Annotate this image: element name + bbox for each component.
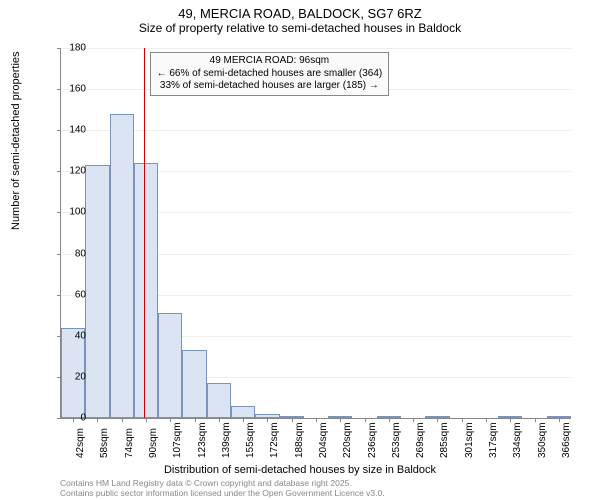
x-tick-label: 366sqm — [561, 422, 572, 458]
property-size-chart: 49, MERCIA ROAD, BALDOCK, SG7 6RZ Size o… — [0, 0, 600, 500]
chart-title: 49, MERCIA ROAD, BALDOCK, SG7 6RZ — [0, 0, 600, 21]
x-tick-label: 90sqm — [148, 428, 159, 458]
x-tick-mark — [292, 418, 293, 422]
gridline — [61, 130, 571, 131]
y-tick-label: 60 — [56, 289, 86, 300]
y-tick-label: 180 — [56, 43, 86, 54]
x-tick-label: 107sqm — [172, 422, 183, 458]
y-tick-label: 20 — [56, 371, 86, 382]
x-tick-mark — [195, 418, 196, 422]
x-tick-label: 155sqm — [245, 422, 256, 458]
callout-line-2: 33% of semi-detached houses are larger (… — [157, 80, 383, 93]
callout-line-1: ← 66% of semi-detached houses are smalle… — [157, 68, 383, 81]
chart-footer: Contains HM Land Registry data © Crown c… — [60, 478, 385, 498]
gridline — [61, 48, 571, 49]
y-tick-label: 80 — [56, 248, 86, 259]
x-tick-label: 58sqm — [99, 428, 110, 458]
marker-line — [144, 48, 145, 418]
x-tick-mark — [97, 418, 98, 422]
x-tick-label: 188sqm — [294, 422, 305, 458]
callout-title: 49 MERCIA ROAD: 96sqm — [157, 55, 383, 68]
histogram-bar — [134, 163, 158, 418]
x-tick-mark — [413, 418, 414, 422]
histogram-bar — [231, 406, 255, 418]
x-tick-mark — [365, 418, 366, 422]
marker-callout: 49 MERCIA ROAD: 96sqm← 66% of semi-detac… — [150, 52, 390, 96]
x-tick-mark — [462, 418, 463, 422]
x-tick-label: 350sqm — [537, 422, 548, 458]
histogram-bar — [158, 313, 182, 418]
x-tick-mark — [219, 418, 220, 422]
y-tick-label: 100 — [56, 207, 86, 218]
x-axis-label: Distribution of semi-detached houses by … — [0, 464, 600, 476]
x-tick-mark — [316, 418, 317, 422]
x-tick-label: 236sqm — [367, 422, 378, 458]
y-tick-label: 0 — [56, 413, 86, 424]
y-tick-label: 120 — [56, 166, 86, 177]
histogram-bar — [182, 350, 206, 418]
x-tick-mark — [437, 418, 438, 422]
x-tick-mark — [535, 418, 536, 422]
x-tick-label: 220sqm — [342, 422, 353, 458]
x-tick-label: 317sqm — [488, 422, 499, 458]
x-tick-mark — [122, 418, 123, 422]
y-axis-label: Number of semi-detached properties — [10, 51, 22, 230]
x-tick-label: 334sqm — [512, 422, 523, 458]
x-tick-label: 74sqm — [124, 428, 135, 458]
x-tick-mark — [170, 418, 171, 422]
x-tick-mark — [389, 418, 390, 422]
y-tick-label: 160 — [56, 84, 86, 95]
x-tick-mark — [486, 418, 487, 422]
x-tick-label: 172sqm — [269, 422, 280, 458]
x-tick-mark — [559, 418, 560, 422]
chart-subtitle: Size of property relative to semi-detach… — [0, 21, 600, 39]
footer-line-2: Contains public sector information licen… — [60, 488, 385, 498]
x-tick-mark — [340, 418, 341, 422]
y-tick-label: 40 — [56, 330, 86, 341]
histogram-bar — [207, 383, 231, 418]
y-tick-label: 140 — [56, 125, 86, 136]
x-tick-label: 285sqm — [439, 422, 450, 458]
x-tick-mark — [267, 418, 268, 422]
histogram-bar — [85, 165, 109, 418]
histogram-bar — [110, 114, 134, 418]
x-tick-label: 301sqm — [464, 422, 475, 458]
x-tick-label: 42sqm — [75, 428, 86, 458]
footer-line-1: Contains HM Land Registry data © Crown c… — [60, 478, 385, 488]
plot-area: 49 MERCIA ROAD: 96sqm← 66% of semi-detac… — [60, 48, 571, 419]
x-tick-label: 123sqm — [197, 422, 208, 458]
x-tick-label: 139sqm — [221, 422, 232, 458]
x-tick-label: 253sqm — [391, 422, 402, 458]
x-tick-label: 204sqm — [318, 422, 329, 458]
x-tick-mark — [146, 418, 147, 422]
x-tick-mark — [243, 418, 244, 422]
x-tick-label: 269sqm — [415, 422, 426, 458]
x-tick-mark — [510, 418, 511, 422]
